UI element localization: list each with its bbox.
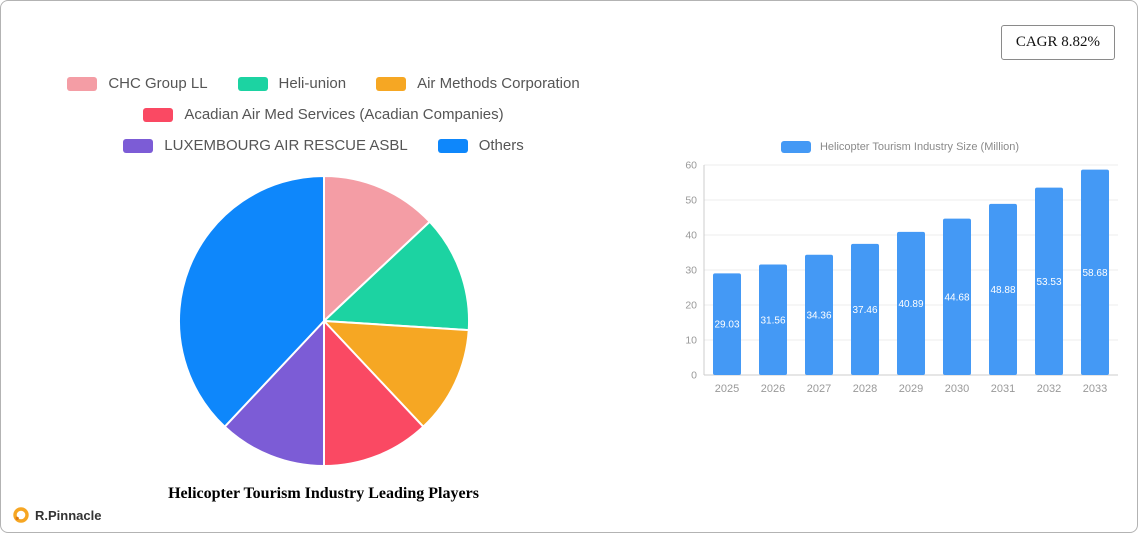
bar[interactable] xyxy=(943,218,971,375)
pie-chart-wrap xyxy=(175,172,473,475)
bar[interactable] xyxy=(897,231,925,375)
legend-label: Acadian Air Med Services (Acadian Compan… xyxy=(184,106,504,123)
bar-legend[interactable]: Helicopter Tourism Industry Size (Millio… xyxy=(780,141,1020,153)
pie-legend-row-3: LUXEMBOURG AIR RESCUE ASBL Others xyxy=(67,137,579,154)
cagr-badge: CAGR 8.82% xyxy=(1000,25,1115,60)
pie-chart xyxy=(177,174,470,468)
y-axis-tick-label: 0 xyxy=(691,370,697,382)
x-axis-tick-label: 2025 xyxy=(715,383,739,395)
cagr-label: CAGR 8.82% xyxy=(1015,34,1100,50)
pie-legend: CHC Group LL Heli-union Air Methods Corp… xyxy=(67,75,580,168)
y-axis-tick-label: 20 xyxy=(685,300,697,312)
x-axis-tick-label: 2031 xyxy=(991,383,1015,395)
bar[interactable] xyxy=(713,273,741,375)
x-axis-tick-label: 2026 xyxy=(761,383,785,395)
bar-value-label: 58.68 xyxy=(1082,268,1107,279)
y-axis-tick-label: 40 xyxy=(685,230,697,242)
brand-name: R.Pinnacle xyxy=(35,507,102,523)
pie-legend-row-2: Acadian Air Med Services (Acadian Compan… xyxy=(67,106,579,123)
legend-item-heli-union[interactable]: Heli-union xyxy=(237,75,347,92)
brand-footer: R.Pinnacle xyxy=(13,507,101,523)
pie-slice[interactable] xyxy=(177,174,325,428)
bar-value-label: 40.89 xyxy=(898,299,923,310)
pie-slice[interactable] xyxy=(322,220,470,332)
bar-value-label: 44.68 xyxy=(944,292,969,303)
legend-swatch-chc-group xyxy=(67,76,98,91)
bar[interactable] xyxy=(1035,187,1063,375)
bar-legend-swatch xyxy=(780,141,811,153)
bar-value-label: 37.46 xyxy=(852,305,877,316)
x-axis-tick-label: 2032 xyxy=(1037,383,1061,395)
bar-legend-label: Helicopter Tourism Industry Size (Millio… xyxy=(819,141,1020,153)
legend-label: Air Methods Corporation xyxy=(417,75,580,92)
brand-icon xyxy=(13,507,29,523)
y-axis-tick-label: 60 xyxy=(685,160,697,172)
y-axis-tick-label: 10 xyxy=(685,335,697,347)
bar[interactable] xyxy=(759,264,787,376)
pie-chart-section: CHC Group LL Heli-union Air Methods Corp… xyxy=(1,1,646,503)
x-axis-tick-label: 2027 xyxy=(807,383,831,395)
bar[interactable] xyxy=(1081,169,1109,375)
bar-chart: 010203040506029.03202531.56202634.362027… xyxy=(685,160,1118,395)
bar[interactable] xyxy=(851,243,879,375)
legend-item-chc-group[interactable]: CHC Group LL xyxy=(67,75,208,92)
legend-swatch-luxembourg xyxy=(123,138,154,153)
pie-slice[interactable] xyxy=(322,320,470,428)
pie-slice[interactable] xyxy=(223,320,325,468)
legend-item-acadian[interactable]: Acadian Air Med Services (Acadian Compan… xyxy=(143,106,504,123)
bar-chart-section: Helicopter Tourism Industry Size (Millio… xyxy=(674,1,1126,409)
x-axis-tick-label: 2029 xyxy=(899,383,923,395)
pie-slice[interactable] xyxy=(322,174,431,322)
bar-value-label: 31.56 xyxy=(760,315,785,326)
bar[interactable] xyxy=(805,254,833,375)
x-axis-tick-label: 2033 xyxy=(1083,383,1107,395)
bar-value-label: 48.88 xyxy=(990,285,1015,296)
pie-slice[interactable] xyxy=(322,320,424,468)
legend-label: CHC Group LL xyxy=(108,75,208,92)
charts-area: CHC Group LL Heli-union Air Methods Corp… xyxy=(1,1,1137,503)
bar-value-label: 29.03 xyxy=(714,320,739,331)
y-axis-tick-label: 30 xyxy=(685,265,697,277)
legend-swatch-heli-union xyxy=(237,76,268,91)
bar-value-label: 53.53 xyxy=(1036,277,1061,288)
legend-item-others[interactable]: Others xyxy=(437,137,524,154)
legend-item-luxembourg[interactable]: LUXEMBOURG AIR RESCUE ASBL xyxy=(123,137,408,154)
pie-legend-row-1: CHC Group LL Heli-union Air Methods Corp… xyxy=(67,75,580,92)
legend-item-air-methods[interactable]: Air Methods Corporation xyxy=(376,75,580,92)
x-axis-tick-label: 2030 xyxy=(945,383,969,395)
y-axis-tick-label: 50 xyxy=(685,195,697,207)
legend-label: LUXEMBOURG AIR RESCUE ASBL xyxy=(164,137,408,154)
bar[interactable] xyxy=(989,203,1017,375)
legend-label: Heli-union xyxy=(278,75,347,92)
legend-label: Others xyxy=(478,137,524,154)
bar-value-label: 34.36 xyxy=(806,310,831,321)
pie-chart-title: Helicopter Tourism Industry Leading Play… xyxy=(168,485,479,502)
legend-swatch-acadian xyxy=(143,107,174,122)
x-axis-tick-label: 2028 xyxy=(853,383,877,395)
legend-swatch-air-methods xyxy=(376,76,407,91)
legend-swatch-others xyxy=(437,138,468,153)
